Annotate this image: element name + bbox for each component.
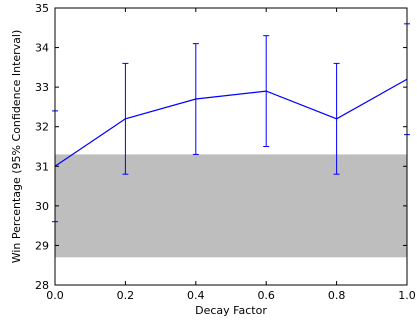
series-line bbox=[54, 78, 408, 167]
y-tick-label: 29 bbox=[35, 239, 49, 252]
error-bar bbox=[192, 43, 199, 155]
confidence-band bbox=[55, 154, 407, 258]
y-tick-label: 28 bbox=[35, 279, 49, 292]
plot-frame bbox=[54, 7, 408, 286]
x-tick-label: 0.6 bbox=[257, 289, 275, 302]
y-tick-label: 35 bbox=[35, 2, 49, 15]
x-tick-label: 1.0 bbox=[398, 289, 416, 302]
y-tick-label: 30 bbox=[35, 200, 49, 213]
x-tick-label: 0.8 bbox=[328, 289, 346, 302]
y-axis-label: Win Percentage (95% Confidence Interval) bbox=[10, 30, 23, 264]
y-tick-label: 31 bbox=[35, 160, 49, 173]
x-tick-label: 0.2 bbox=[117, 289, 135, 302]
y-tick-label: 32 bbox=[35, 121, 49, 134]
x-tick-label: 0.4 bbox=[187, 289, 205, 302]
x-tick-label: 0.0 bbox=[46, 289, 64, 302]
y-tick-label: 33 bbox=[35, 81, 49, 94]
y-tick-label: 34 bbox=[35, 42, 49, 55]
error-bar bbox=[263, 35, 270, 147]
x-axis-label: Decay Factor bbox=[195, 304, 267, 317]
error-bar bbox=[333, 62, 340, 175]
error-bar bbox=[122, 62, 129, 175]
